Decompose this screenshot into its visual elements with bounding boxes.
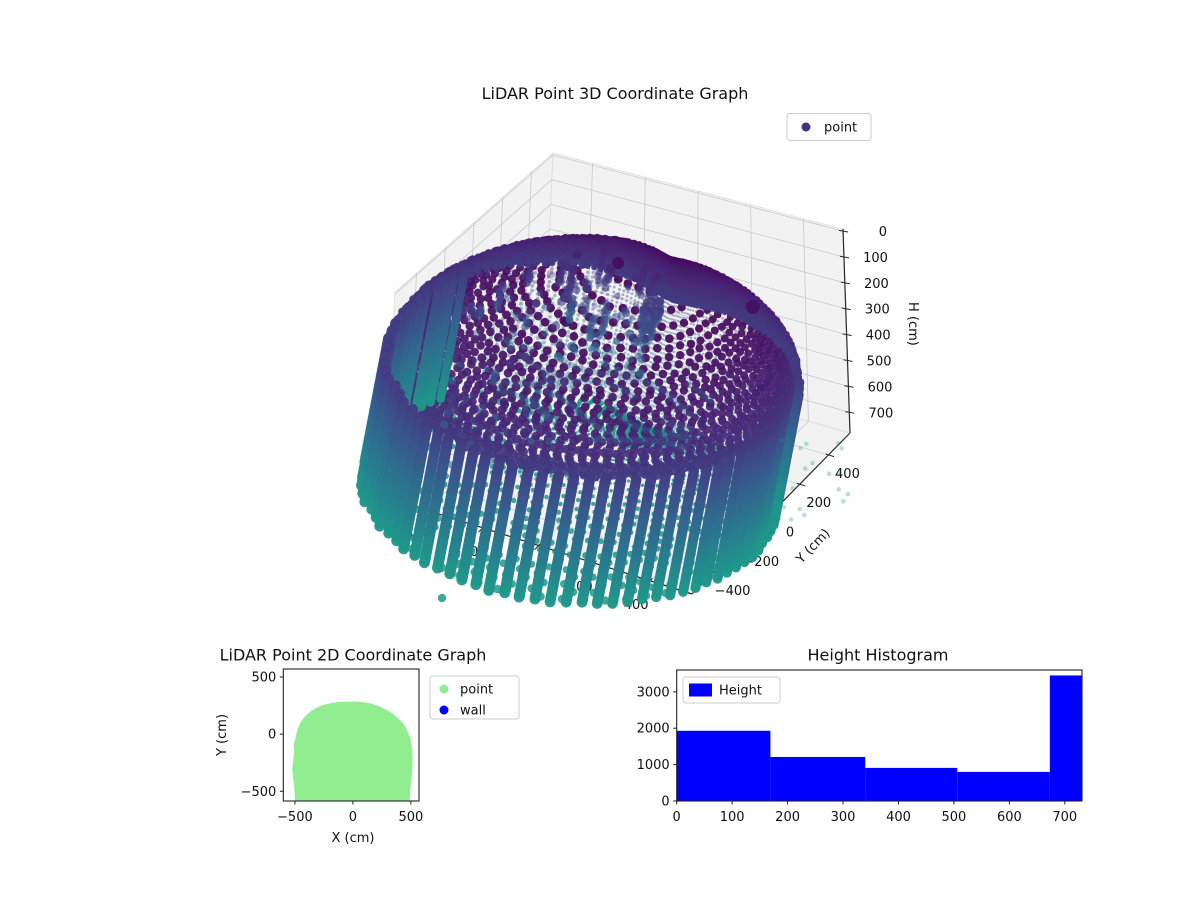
plot3d-y-axis-label: Y (cm) <box>793 526 834 567</box>
svg-text:500: 500 <box>867 355 892 370</box>
plot2d-legend-box <box>429 675 520 720</box>
histogram-bar <box>1049 675 1082 801</box>
svg-text:−400: −400 <box>715 584 751 599</box>
svg-text:200: 200 <box>864 277 889 292</box>
histogram-bar <box>770 756 866 801</box>
plot2d-legend-wall-marker-icon <box>439 705 449 715</box>
histogram-legend-height-swatch-icon <box>689 683 712 697</box>
plot3d-legend-box <box>786 113 872 141</box>
plot3d-point-cloud <box>356 233 851 609</box>
histogram-bar <box>957 771 1050 801</box>
svg-text:400: 400 <box>835 467 860 482</box>
svg-text:0: 0 <box>879 225 887 240</box>
histogram-bar <box>676 730 771 801</box>
histogram-legend-height-label: Height <box>719 684 762 699</box>
plot2d-legend: point wall <box>429 675 520 720</box>
plot2d-y-axis-label: Y (cm) <box>215 714 230 757</box>
svg-text:100: 100 <box>863 251 888 266</box>
plot3d-title: LiDAR Point 3D Coordinate Graph <box>482 84 749 103</box>
svg-text:300: 300 <box>865 303 890 318</box>
histogram-bar <box>865 767 958 801</box>
plot2d-legend-point-label: point <box>460 683 493 698</box>
histogram-title: Height Histogram <box>808 646 949 665</box>
plot3d-legend: point <box>786 113 872 141</box>
plot2d-legend-wall-label: wall <box>460 704 486 719</box>
plot3d-z-axis-label: H (cm) <box>905 302 920 346</box>
plot2d-legend-point-marker-icon <box>439 684 449 694</box>
svg-text:200: 200 <box>806 496 831 511</box>
svg-text:600: 600 <box>868 380 893 395</box>
plot2d-title: LiDAR Point 2D Coordinate Graph <box>220 646 487 665</box>
plot2d-x-axis-label: X (cm) <box>332 831 375 846</box>
svg-text:700: 700 <box>868 406 893 421</box>
svg-text:0: 0 <box>786 526 794 541</box>
svg-text:400: 400 <box>866 329 891 344</box>
plot3d-legend-point-marker-icon <box>801 122 811 132</box>
histogram-legend: Height <box>682 676 781 704</box>
plot3d-legend-point-label: point <box>824 121 857 136</box>
